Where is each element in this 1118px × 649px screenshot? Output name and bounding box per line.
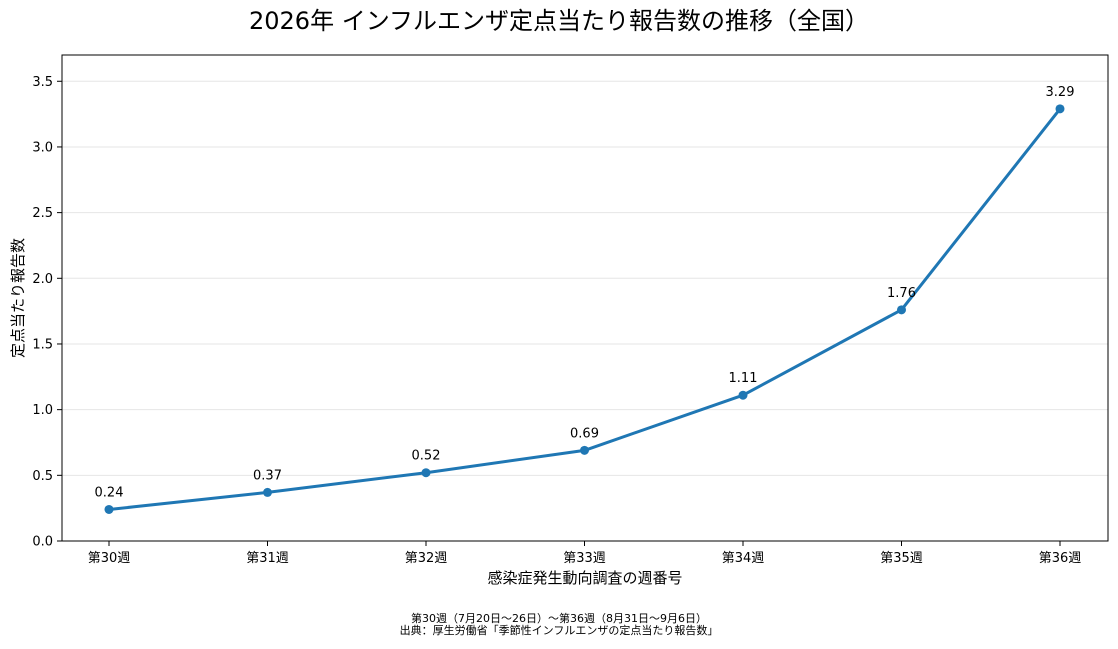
data-label: 0.37 xyxy=(253,468,282,483)
data-point xyxy=(104,504,114,514)
data-points xyxy=(104,104,1065,514)
y-tick-label: 0.0 xyxy=(32,535,53,550)
x-tick-label: 第35週 xyxy=(880,551,923,566)
data-label: 0.69 xyxy=(570,426,599,441)
data-label: 1.11 xyxy=(729,371,758,386)
data-label: 3.29 xyxy=(1046,85,1075,100)
x-tick-label: 第36週 xyxy=(1039,551,1082,566)
y-tick-label: 2.0 xyxy=(32,272,53,287)
data-labels: 0.24 0.37 0.52 0.69 1.11 1.76 3.29 xyxy=(95,85,1075,501)
y-tick-label: 1.0 xyxy=(32,403,53,418)
y-tick-label: 1.5 xyxy=(32,337,53,352)
x-axis-label: 感染症発生動向調査の週番号 xyxy=(487,569,682,587)
data-point xyxy=(1055,104,1065,114)
data-label: 0.24 xyxy=(95,485,124,500)
data-point xyxy=(580,445,589,455)
data-point xyxy=(897,305,906,315)
y-tick-label: 2.5 xyxy=(32,206,53,221)
x-tick-label: 第34週 xyxy=(722,551,765,566)
data-point xyxy=(421,468,431,478)
y-tick-label: 3.0 xyxy=(32,140,53,155)
x-tick-label: 第30週 xyxy=(88,551,131,566)
y-axis-ticks: 0.0 0.5 1.0 1.5 2.0 2.5 3.0 3.5 xyxy=(32,75,62,550)
x-tick-label: 第31週 xyxy=(246,551,289,566)
y-tick-label: 3.5 xyxy=(32,75,53,90)
y-tick-label: 0.5 xyxy=(32,469,53,484)
data-label: 1.76 xyxy=(887,286,916,301)
data-point xyxy=(738,390,748,400)
x-tick-label: 第32週 xyxy=(405,551,448,566)
footnote-source: 出典：厚生労働省「季節性インフルエンザの定点当たり報告数」 xyxy=(399,624,719,637)
chart-title: 2026年 インフルエンザ定点当たり報告数の推移（全国） xyxy=(249,7,869,35)
data-point xyxy=(263,487,272,497)
footnote-period: 第30週（7月20日〜26日）〜第36週（8月31日〜9月6日） xyxy=(411,612,707,625)
x-axis-ticks: 第30週 第31週 第32週 第33週 第34週 第35週 第36週 xyxy=(88,541,1082,566)
x-tick-label: 第33週 xyxy=(563,551,606,566)
data-label: 0.52 xyxy=(412,449,441,464)
y-axis-label: 定点当たり報告数 xyxy=(9,238,27,358)
plot-area xyxy=(61,54,1109,542)
gridlines xyxy=(62,80,1108,476)
